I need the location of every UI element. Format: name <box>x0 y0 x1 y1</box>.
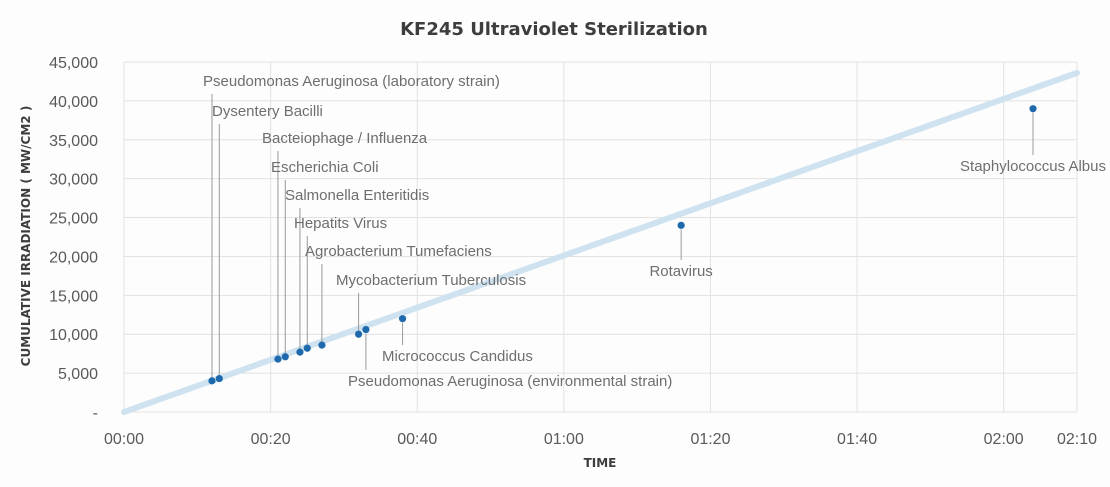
data-point <box>318 341 326 349</box>
y-tick-label: 45,000 <box>49 55 98 72</box>
annotations: Pseudomonas Aeruginosa (laboratory strai… <box>203 73 1106 390</box>
data-point <box>1029 105 1037 113</box>
gridlines <box>123 61 1078 413</box>
y-tick-label: 30,000 <box>49 172 98 189</box>
x-tick-label: 02:10 <box>1057 431 1097 448</box>
data-points <box>208 105 1037 385</box>
y-tick-label: 40,000 <box>49 94 98 111</box>
point-label: Agrobacterium Tumefaciens <box>305 243 492 260</box>
annotation-leaders <box>211 94 1034 378</box>
point-label: Pseudomonas Aeruginosa (laboratory strai… <box>203 73 500 90</box>
x-axis-title: TIME <box>584 456 617 470</box>
data-point <box>677 221 685 229</box>
data-point <box>303 344 311 352</box>
x-tick-label: 01:00 <box>544 431 584 448</box>
y-tick-label: 15,000 <box>49 288 98 305</box>
point-label: Staphylococcus Albus <box>960 158 1106 175</box>
y-axis-ticks: - 5,000 10,000 15,000 20,000 25,000 30,000 35,0… <box>49 55 98 422</box>
data-point <box>354 330 363 338</box>
y-tick-label: 20,000 <box>49 249 98 266</box>
x-axis-ticks: 00:00 00:20 00:40 01:00 01:20 01:40 02:00 02:10 <box>104 431 1097 448</box>
x-tick-label: 01:40 <box>837 431 877 448</box>
point-label: Dysentery Bacilli <box>212 103 323 120</box>
y-tick-label: 35,000 <box>49 133 98 150</box>
x-tick-label: 00:40 <box>397 431 437 448</box>
point-label: Escherichia Coli <box>271 159 379 176</box>
y-tick-label: 10,000 <box>49 327 98 344</box>
data-point <box>215 374 223 383</box>
data-point <box>296 348 304 356</box>
point-label: Pseudomonas Aeruginosa (environmental st… <box>348 373 672 390</box>
y-tick-label: 5,000 <box>58 366 98 383</box>
trendline <box>121 69 1080 415</box>
x-tick-label: 02:00 <box>984 431 1024 448</box>
point-label: Rotavirus <box>649 263 712 280</box>
x-tick-label: 00:20 <box>251 431 291 448</box>
point-label: Salmonella Enteritidis <box>285 187 429 204</box>
y-tick-label: - <box>93 405 98 422</box>
x-tick-label: 00:00 <box>104 431 144 448</box>
data-point <box>362 325 370 334</box>
point-label: Hepatits Virus <box>294 215 387 232</box>
data-point <box>398 315 407 323</box>
chart-title: KF245 Ultraviolet Sterilization <box>400 19 708 40</box>
point-label: Mycobacterium Tuberculosis <box>336 272 526 289</box>
data-point <box>208 377 216 385</box>
data-point <box>281 353 289 361</box>
y-axis-title: CUMULATIVE IRRADIATION ( MW/CM2 ) <box>19 106 33 367</box>
point-label: Bacteiophage / Influenza <box>262 130 428 147</box>
x-tick-label: 01:20 <box>690 431 730 448</box>
point-label: Micrococcus Candidus <box>382 348 533 365</box>
y-tick-label: 25,000 <box>49 211 98 228</box>
data-point <box>274 355 282 363</box>
